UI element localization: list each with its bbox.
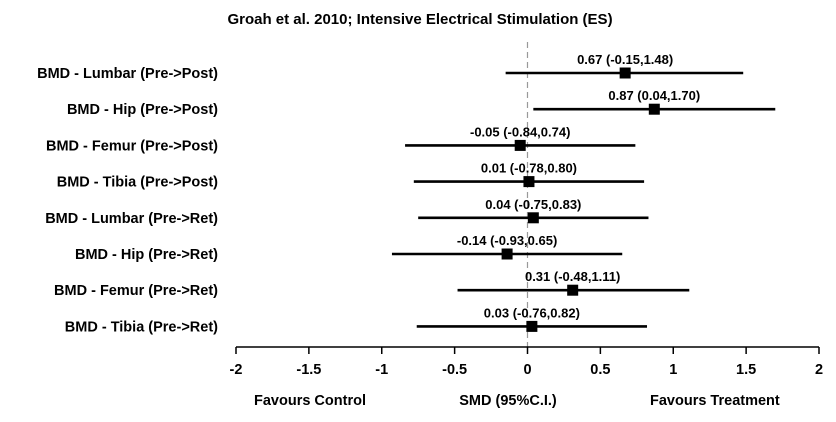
data-label: 0.87 (0.04,1.70) bbox=[608, 88, 700, 103]
x-tick-label: 2 bbox=[815, 362, 823, 378]
forest-row: BMD - Tibia (Pre->Ret) 0.03 (-0.76,0.82) bbox=[65, 305, 648, 335]
favours-control-label: Favours Control bbox=[254, 393, 366, 409]
forest-row: BMD - Lumbar (Pre->Post) 0.67 (-0.15,1.48… bbox=[37, 52, 744, 82]
row-label: BMD - Femur (Pre->Ret) bbox=[54, 283, 218, 299]
chart-title: Groah et al. 2010; Intensive Electrical … bbox=[227, 11, 612, 28]
data-label: -0.05 (-0.84,0.74) bbox=[470, 124, 570, 139]
row-label: BMD - Femur (Pre->Post) bbox=[46, 138, 218, 154]
data-label: 0.04 (-0.75,0.83) bbox=[485, 197, 581, 212]
forest-row: BMD - Femur (Pre->Ret) 0.31 (-0.48,1.11) bbox=[54, 269, 690, 299]
x-tick-label: 0 bbox=[523, 362, 531, 378]
x-tick-label: -0.5 bbox=[442, 362, 467, 378]
data-label: -0.14 (-0.93,0.65) bbox=[457, 233, 557, 248]
data-label: 0.67 (-0.15,1.48) bbox=[577, 52, 673, 67]
forest-row: BMD - Lumbar (Pre->Ret) 0.04 (-0.75,0.83) bbox=[45, 197, 649, 227]
x-axis-ticks: -2 -1.5 -1 -0.5 0 0.5 1 1.5 2 bbox=[230, 347, 823, 378]
forest-row: BMD - Femur (Pre->Post) -0.05 (-0.84,0.74… bbox=[46, 124, 636, 154]
smd-point-marker bbox=[514, 139, 526, 151]
forest-row: BMD - Hip (Pre->Post) 0.87 (0.04,1.70) bbox=[67, 88, 776, 118]
x-axis-label: SMD (95%C.I.) bbox=[459, 393, 557, 409]
row-label: BMD - Hip (Pre->Ret) bbox=[75, 247, 218, 263]
smd-point-marker bbox=[523, 176, 535, 188]
x-tick-label: -1 bbox=[375, 362, 388, 378]
smd-point-marker bbox=[567, 284, 579, 296]
smd-point-marker bbox=[648, 103, 660, 115]
forest-row: BMD - Tibia (Pre->Post) 0.01 (-0.78,0.80) bbox=[57, 161, 645, 191]
row-label: BMD - Lumbar (Pre->Post) bbox=[37, 66, 218, 82]
smd-point-marker bbox=[527, 212, 539, 224]
row-label: BMD - Tibia (Pre->Ret) bbox=[65, 319, 218, 335]
x-tick-label: 1 bbox=[669, 362, 677, 378]
smd-point-marker bbox=[501, 248, 513, 260]
row-label: BMD - Tibia (Pre->Post) bbox=[57, 175, 218, 191]
data-label: 0.01 (-0.78,0.80) bbox=[481, 161, 577, 176]
smd-point-marker bbox=[526, 320, 538, 332]
row-label: BMD - Hip (Pre->Post) bbox=[67, 102, 218, 118]
data-label: 0.31 (-0.48,1.11) bbox=[525, 269, 620, 284]
x-tick-label: -2 bbox=[230, 362, 243, 378]
forest-row: BMD - Hip (Pre->Ret) -0.14 (-0.93,0.65) bbox=[75, 233, 623, 263]
x-tick-label: 1.5 bbox=[736, 362, 756, 378]
rows-layer: BMD - Lumbar (Pre->Post) 0.67 (-0.15,1.48… bbox=[37, 52, 776, 335]
row-label: BMD - Lumbar (Pre->Ret) bbox=[45, 211, 218, 227]
favours-treatment-label: Favours Treatment bbox=[650, 393, 780, 409]
data-label: 0.03 (-0.76,0.82) bbox=[484, 305, 580, 320]
x-tick-label: -1.5 bbox=[296, 362, 321, 378]
x-tick-label: 0.5 bbox=[590, 362, 610, 378]
smd-point-marker bbox=[619, 67, 631, 79]
